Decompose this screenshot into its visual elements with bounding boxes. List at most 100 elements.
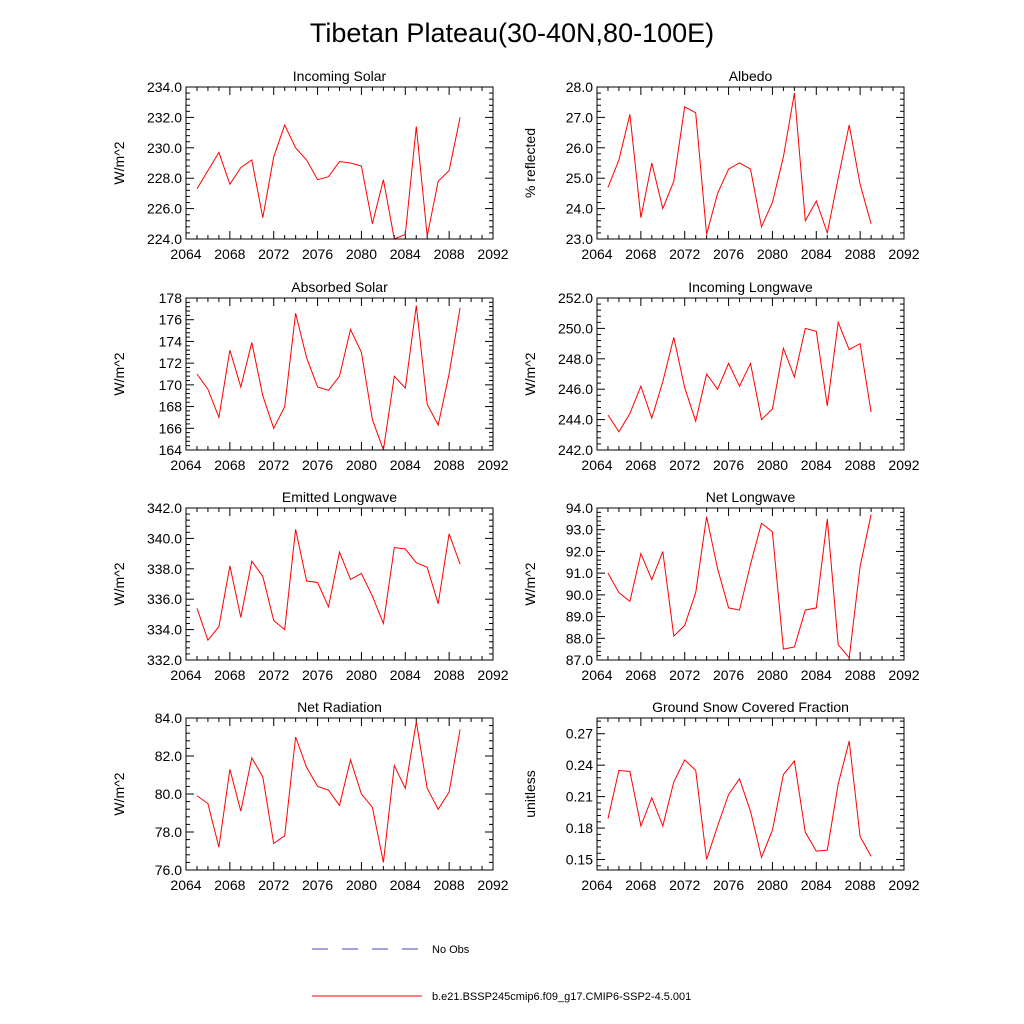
x-tick-label: 2088 xyxy=(434,246,465,262)
x-tick-label: 2084 xyxy=(390,246,421,262)
x-tick-label: 2076 xyxy=(302,246,333,262)
x-tick-label: 2076 xyxy=(713,246,744,262)
x-tick-label: 2064 xyxy=(581,457,612,473)
y-tick-label: 232.0 xyxy=(147,109,182,125)
x-tick-label: 2068 xyxy=(214,246,245,262)
x-tick-label: 2088 xyxy=(845,877,876,893)
x-tick-label: 2064 xyxy=(581,877,612,893)
x-tick-label: 2080 xyxy=(346,667,377,683)
y-tick-label: 164 xyxy=(159,442,183,458)
x-tick-label: 2068 xyxy=(214,667,245,683)
x-tick-label: 2080 xyxy=(346,877,377,893)
x-tick-label: 2072 xyxy=(258,246,289,262)
y-tick-label: 230.0 xyxy=(147,140,182,156)
panel-1: Incoming Solar W/m^2 2064 2068 2072 2076 2080 2… xyxy=(111,68,509,262)
legend: No Obs b.e21.BSSP245cmip6.f09_g17.CMIP6-… xyxy=(312,944,691,1003)
series-line-1 xyxy=(607,320,872,433)
x-tick-label: 2084 xyxy=(390,667,421,683)
y-tick-label: 226.0 xyxy=(147,201,182,217)
y-axis-label: W/m^2 xyxy=(522,562,538,605)
y-tick-label: 23.0 xyxy=(566,231,593,247)
x-tick-label: 2084 xyxy=(390,877,421,893)
y-tick-label: 94.0 xyxy=(566,500,593,516)
y-tick-label: 174 xyxy=(159,333,183,349)
y-tick-label: 89.0 xyxy=(566,609,593,625)
y-tick-label: 84.0 xyxy=(155,710,182,726)
y-tick-label: 340.0 xyxy=(147,530,182,546)
plot-frame xyxy=(596,297,905,451)
y-axis-label: W/m^2 xyxy=(111,772,127,815)
x-tick-label: 2064 xyxy=(170,246,201,262)
panel-title: Incoming Solar xyxy=(293,68,387,84)
y-tick-label: 338.0 xyxy=(147,561,182,577)
panel-title: Incoming Longwave xyxy=(688,279,813,295)
panel-title: Absorbed Solar xyxy=(291,279,388,295)
y-tick-label: 25.0 xyxy=(566,170,593,186)
x-tick-label: 2072 xyxy=(258,877,289,893)
x-tick-label: 2088 xyxy=(845,667,876,683)
x-tick-label: 2072 xyxy=(258,667,289,683)
figure-title: Tibetan Plateau(30-40N,80-100E) xyxy=(310,18,714,48)
panel-title: Albedo xyxy=(729,68,773,84)
plot-frame xyxy=(185,507,494,661)
x-tick-label: 2068 xyxy=(625,667,656,683)
plot-frame xyxy=(596,86,905,240)
panels: Incoming Solar W/m^2 2064 2068 2072 2076 2080 2… xyxy=(111,68,920,893)
x-tick-label: 2088 xyxy=(845,457,876,473)
x-tick-label: 2068 xyxy=(625,246,656,262)
y-tick-label: 248.0 xyxy=(558,351,593,367)
y-tick-label: 82.0 xyxy=(155,748,182,764)
x-tick-label: 2068 xyxy=(625,457,656,473)
panel-title: Net Longwave xyxy=(706,489,796,505)
y-tick-label: 168 xyxy=(159,399,183,415)
x-tick-label: 2072 xyxy=(669,877,700,893)
x-tick-label: 2076 xyxy=(713,457,744,473)
series-line-1 xyxy=(196,117,461,240)
y-tick-label: 170 xyxy=(159,377,183,393)
panel-title: Emitted Longwave xyxy=(282,489,397,505)
plot-frame xyxy=(596,717,905,871)
y-tick-label: 246.0 xyxy=(558,381,593,397)
panel-title: Net Radiation xyxy=(297,699,382,715)
y-tick-label: 224.0 xyxy=(147,231,182,247)
panel-7: Net Radiation W/m^2 2064 2068 2072 2076 2080 20… xyxy=(111,699,509,893)
y-tick-label: 332.0 xyxy=(147,652,182,668)
y-tick-label: 176 xyxy=(159,312,183,328)
x-tick-label: 2084 xyxy=(801,667,832,683)
series-line-1 xyxy=(607,740,872,860)
y-tick-label: 228.0 xyxy=(147,170,182,186)
y-tick-label: 334.0 xyxy=(147,622,182,638)
x-tick-label: 2064 xyxy=(170,457,201,473)
x-tick-label: 2076 xyxy=(302,667,333,683)
y-tick-label: 80.0 xyxy=(155,786,182,802)
x-tick-label: 2080 xyxy=(757,667,788,683)
x-tick-label: 2084 xyxy=(390,457,421,473)
x-tick-label: 2068 xyxy=(214,877,245,893)
series-line-1 xyxy=(196,721,461,863)
x-tick-label: 2092 xyxy=(888,667,919,683)
y-tick-label: 242.0 xyxy=(558,442,593,458)
x-tick-label: 2072 xyxy=(258,457,289,473)
x-tick-label: 2072 xyxy=(669,457,700,473)
x-tick-label: 2076 xyxy=(302,457,333,473)
y-axis-label: W/m^2 xyxy=(111,141,127,184)
x-tick-label: 2092 xyxy=(477,246,508,262)
x-tick-label: 2064 xyxy=(170,877,201,893)
y-axis-label: W/m^2 xyxy=(111,352,127,395)
x-tick-label: 2092 xyxy=(888,457,919,473)
y-tick-label: 26.0 xyxy=(566,140,593,156)
y-tick-label: 0.21 xyxy=(566,789,593,805)
x-tick-label: 2068 xyxy=(625,877,656,893)
x-tick-label: 2084 xyxy=(801,877,832,893)
x-tick-label: 2092 xyxy=(477,457,508,473)
x-tick-label: 2064 xyxy=(170,667,201,683)
x-tick-label: 2088 xyxy=(434,667,465,683)
y-tick-label: 0.18 xyxy=(566,820,593,836)
y-tick-label: 250.0 xyxy=(558,320,593,336)
y-tick-label: 27.0 xyxy=(566,109,593,125)
y-tick-label: 90.0 xyxy=(566,587,593,603)
y-tick-label: 234.0 xyxy=(147,79,182,95)
y-tick-label: 178 xyxy=(159,290,183,306)
y-tick-label: 244.0 xyxy=(558,412,593,428)
y-tick-label: 28.0 xyxy=(566,79,593,95)
